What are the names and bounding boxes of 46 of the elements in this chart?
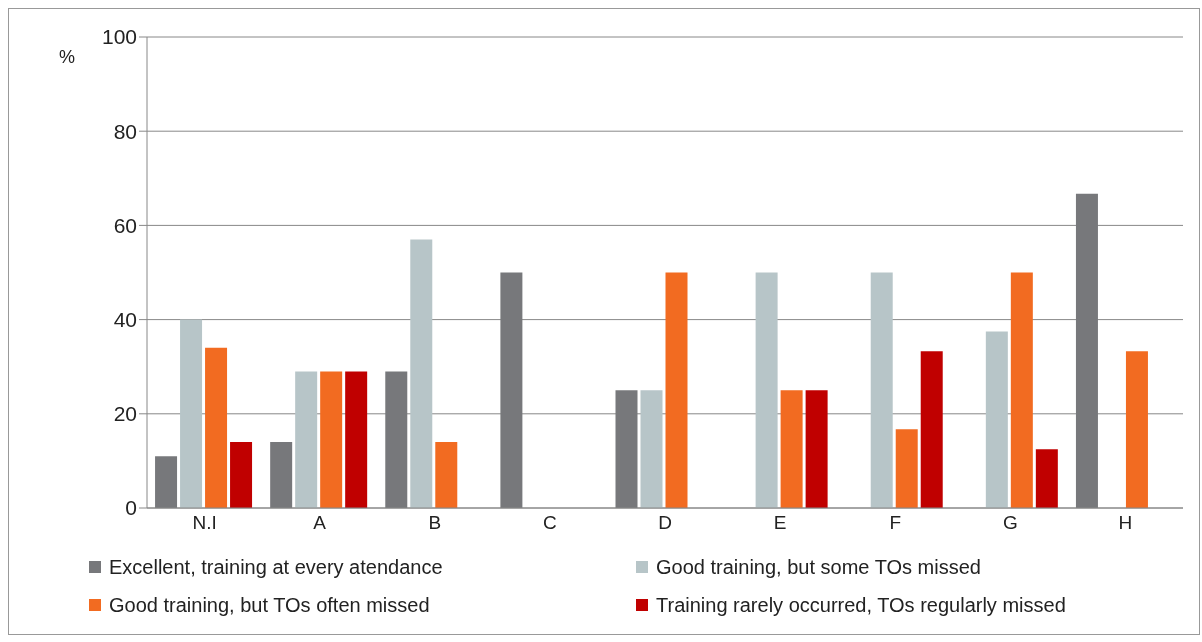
y-tick-label: 80 (113, 119, 137, 143)
legend-label: Good training, but TOs often missed (109, 593, 430, 617)
bar (780, 390, 803, 508)
bar (870, 272, 893, 508)
bar (205, 347, 228, 508)
y-tick-label: 100 (101, 25, 137, 49)
bar (180, 319, 203, 508)
bar (805, 390, 828, 508)
bar (1075, 193, 1098, 508)
bar (920, 351, 943, 508)
bar (230, 442, 253, 508)
bar (435, 442, 458, 508)
legend-label: Good training, but some TOs missed (656, 555, 981, 579)
bar (410, 239, 433, 508)
bar (640, 390, 663, 508)
legend-label: Training rarely occurred, TOs regularly missed (656, 593, 1066, 617)
y-tick-label: 20 (113, 402, 137, 426)
bar (320, 371, 343, 508)
x-tick-label: H (1118, 512, 1133, 534)
y-tick-label: 60 (113, 213, 137, 237)
bar (985, 331, 1008, 508)
y-tick-label: 0 (125, 496, 137, 520)
x-tick-label: D (658, 512, 672, 534)
x-tick-label: F (889, 512, 902, 534)
x-tick-label: B (428, 512, 442, 534)
bar (755, 272, 778, 508)
y-axis-title: % (59, 47, 76, 68)
legend-label: Excellent, training at every atendance (109, 555, 443, 579)
bar (500, 272, 523, 508)
bar (1035, 449, 1058, 508)
bar (1125, 351, 1148, 508)
bar (345, 371, 368, 508)
bar (295, 371, 318, 508)
x-tick-label: G (1002, 512, 1018, 534)
bar (895, 429, 918, 508)
bar (615, 390, 638, 508)
bar (1010, 272, 1033, 508)
y-tick-label: 40 (113, 308, 137, 332)
x-tick-label: C (543, 512, 557, 534)
bar (155, 456, 178, 508)
x-tick-label: A (313, 512, 327, 534)
bar (385, 371, 408, 508)
x-tick-label: N.I (192, 512, 217, 534)
x-tick-label: E (773, 512, 787, 534)
bar (665, 272, 688, 508)
bar (270, 442, 293, 508)
